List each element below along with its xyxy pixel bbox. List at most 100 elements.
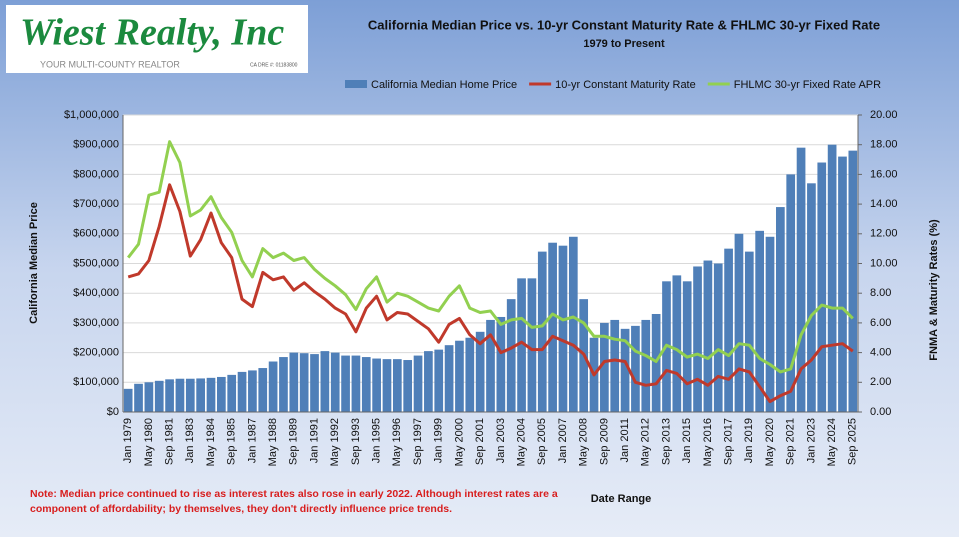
bar bbox=[548, 242, 557, 412]
y-tick-label: $100,000 bbox=[73, 376, 119, 388]
x-tick-label: Sep 1981 bbox=[163, 418, 175, 465]
x-tick-label: May 2008 bbox=[578, 418, 590, 466]
note: Note: Median price continued to rise as … bbox=[30, 488, 558, 515]
legend-label: 10-yr Constant Maturity Rate bbox=[555, 79, 696, 91]
y-tick-label: $400,000 bbox=[73, 287, 119, 299]
x-tick-label: Sep 2017 bbox=[723, 418, 735, 465]
bar bbox=[175, 378, 185, 412]
y2-tick-label: 18.00 bbox=[870, 139, 898, 151]
bar bbox=[165, 379, 174, 412]
y-tick-label: $700,000 bbox=[73, 198, 119, 210]
bar bbox=[600, 322, 609, 412]
bar bbox=[320, 351, 330, 412]
bar bbox=[486, 319, 495, 412]
y2-tick-label: 16.00 bbox=[870, 168, 898, 180]
bar bbox=[506, 299, 516, 412]
x-tick-label: Sep 2025 bbox=[847, 418, 859, 465]
bar bbox=[248, 370, 257, 412]
chart-subtitle: 1979 to Present bbox=[583, 38, 665, 50]
bar bbox=[755, 230, 765, 412]
chart-title: California Median Price vs. 10-yr Consta… bbox=[368, 17, 880, 32]
bar bbox=[682, 281, 692, 412]
bar bbox=[424, 351, 433, 412]
x-tick-label: Sep 1989 bbox=[288, 418, 300, 465]
y-tick-label: $200,000 bbox=[73, 347, 119, 359]
bar bbox=[734, 233, 744, 412]
bar bbox=[216, 376, 226, 412]
bar bbox=[641, 319, 651, 412]
bar bbox=[827, 144, 837, 412]
bar bbox=[382, 359, 392, 412]
x-tick-label: Jan 2019 bbox=[743, 418, 755, 463]
bar bbox=[744, 251, 754, 412]
bar bbox=[289, 352, 299, 412]
bar bbox=[631, 325, 640, 412]
bar bbox=[196, 378, 205, 412]
y2-tick-label: 0.00 bbox=[870, 406, 891, 418]
bar bbox=[154, 380, 164, 412]
bar bbox=[206, 377, 216, 412]
y-tick-label: $600,000 bbox=[73, 228, 119, 240]
x-tick-label: May 2016 bbox=[702, 418, 714, 466]
y-axis-label: California Median Price bbox=[28, 202, 40, 324]
x-axis-label: Date Range bbox=[591, 493, 652, 505]
x-tick-label: May 1984 bbox=[205, 418, 217, 466]
bar bbox=[807, 183, 816, 412]
logo-box bbox=[6, 5, 308, 73]
legend-swatch bbox=[345, 80, 367, 88]
x-tick-label: Sep 2021 bbox=[785, 418, 797, 465]
bar bbox=[403, 360, 413, 412]
bar bbox=[610, 319, 620, 412]
x-tick-label: Sep 2009 bbox=[598, 418, 610, 465]
logo-license: CA DRE #: 01183800 bbox=[250, 62, 298, 68]
y2-tick-label: 6.00 bbox=[870, 317, 891, 329]
legend-label: FHLMC 30-yr Fixed Rate APR bbox=[734, 79, 881, 91]
bar bbox=[341, 355, 350, 412]
bar bbox=[372, 358, 381, 412]
y-tick-label: $900,000 bbox=[73, 139, 119, 151]
bar bbox=[134, 383, 143, 412]
note-box: Note: Median price continued to rise as … bbox=[30, 488, 558, 515]
x-tick-label: Sep 1985 bbox=[226, 418, 238, 465]
bar bbox=[703, 260, 713, 412]
x-tick-label: May 2004 bbox=[515, 418, 527, 466]
x-tick-label: Sep 2013 bbox=[660, 418, 672, 465]
x-tick-label: Jan 1979 bbox=[122, 418, 134, 463]
y2-tick-label: 2.00 bbox=[870, 376, 891, 388]
x-tick-label: Jan 1999 bbox=[433, 418, 445, 463]
x-tick-label: May 2024 bbox=[826, 418, 838, 466]
bar bbox=[351, 355, 361, 412]
bar bbox=[144, 382, 154, 412]
bar bbox=[361, 357, 371, 412]
y-tick-label: $0 bbox=[107, 406, 119, 418]
y-tick-label: $800,000 bbox=[73, 168, 119, 180]
y-tick-label: $500,000 bbox=[73, 257, 119, 269]
y2-tick-label: 14.00 bbox=[870, 198, 898, 210]
bar bbox=[724, 248, 733, 412]
bar bbox=[185, 378, 195, 412]
bar bbox=[786, 174, 796, 412]
bar bbox=[796, 147, 806, 413]
x-tick-label: Jan 2003 bbox=[495, 418, 507, 463]
bar bbox=[237, 371, 247, 412]
y2-axis-label: FNMA & Maturity Rates (%) bbox=[928, 219, 940, 361]
bar bbox=[475, 331, 485, 412]
bar bbox=[413, 355, 423, 412]
bar bbox=[258, 368, 268, 412]
x-tick-label: Jan 1983 bbox=[184, 418, 196, 463]
y2-tick-label: 20.00 bbox=[870, 109, 898, 121]
bar bbox=[444, 345, 454, 412]
bar bbox=[455, 340, 464, 412]
y-tick-label: $1,000,000 bbox=[64, 109, 119, 121]
x-tick-label: May 2000 bbox=[453, 418, 465, 466]
bar bbox=[517, 278, 526, 412]
bar bbox=[558, 245, 568, 412]
y2-tick-label: 8.00 bbox=[870, 287, 891, 299]
x-tick-label: Jan 2023 bbox=[805, 418, 817, 463]
x-tick-label: Sep 1997 bbox=[412, 418, 424, 465]
x-tick-label: Jan 2015 bbox=[681, 418, 693, 463]
bar bbox=[620, 328, 630, 412]
x-tick-label: Sep 2005 bbox=[536, 418, 548, 465]
x-tick-label: Jan 2007 bbox=[557, 418, 569, 463]
